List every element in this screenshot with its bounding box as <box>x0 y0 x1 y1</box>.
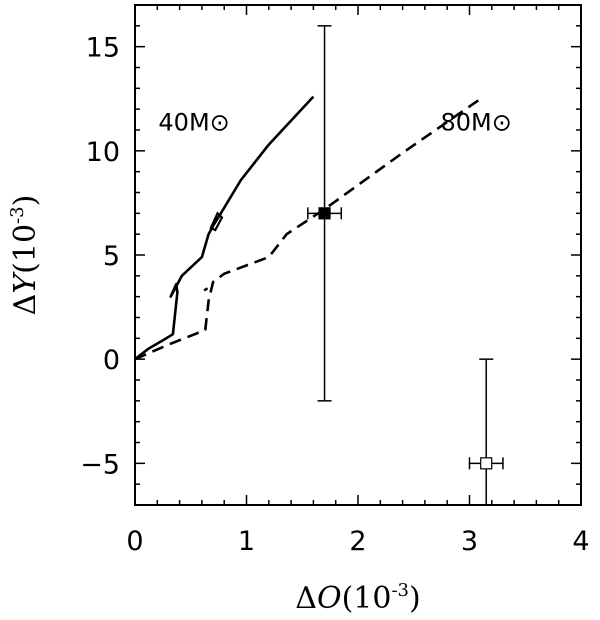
y-tick-label: −5 <box>80 449 120 480</box>
error-points <box>307 25 504 505</box>
annotations: 40M⊙ 80M⊙ <box>158 109 511 137</box>
x-tick-label: 3 <box>461 526 478 557</box>
label-80msun: 80M⊙ <box>441 109 512 137</box>
line-80msun <box>134 97 482 361</box>
x-tick-label: 0 <box>126 526 143 557</box>
x-tick-label: 4 <box>572 526 589 557</box>
axis-ticks <box>134 4 582 506</box>
x-axis-title: ΔO(10-3) <box>295 580 420 616</box>
filled-square-marker <box>318 207 331 220</box>
x-tick-label: 1 <box>238 526 255 557</box>
y-tick-label: 15 <box>86 33 120 64</box>
open-square-marker <box>480 457 493 470</box>
y-tick-label: 5 <box>103 241 120 272</box>
series-lines <box>134 95 482 361</box>
y-tick-label: 0 <box>103 345 120 376</box>
line-40msun-loop <box>209 211 224 232</box>
label-40msun: 40M⊙ <box>158 109 229 137</box>
tick-labels: 0 1 2 3 4 −5 0 5 10 15 <box>80 33 589 557</box>
y-tick-label: 10 <box>86 137 120 168</box>
x-tick-label: 2 <box>349 526 366 557</box>
line-40msun <box>134 95 315 361</box>
y-axis-title: ΔY(10-3) <box>7 195 43 316</box>
line-80msun-fragment <box>203 285 212 292</box>
